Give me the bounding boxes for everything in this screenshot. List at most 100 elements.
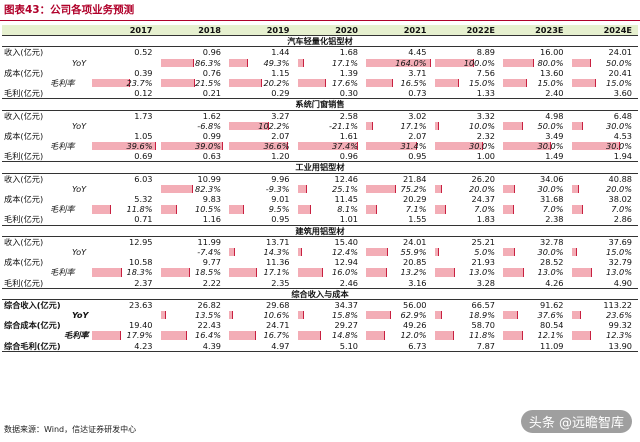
value-cell: 1.15 — [271, 67, 290, 78]
value-cell: 3.27 — [271, 110, 290, 121]
value-cell: 12.0% — [400, 330, 427, 341]
value-cell: 12.95 — [129, 236, 153, 247]
value-cell: 1.00 — [476, 151, 495, 162]
header-row: 2017 2018 2019 2020 2021 2022E 2023E 2024E — [2, 25, 638, 36]
value-cell: 29.27 — [334, 320, 358, 331]
value-cell: 3.16 — [408, 277, 427, 288]
value-cell: 1.01 — [339, 214, 358, 225]
value-cell: 1.20 — [271, 151, 290, 162]
row-label: 毛利(亿元) — [4, 277, 44, 288]
value-bar — [434, 58, 474, 67]
value-bar — [366, 121, 373, 131]
value-cell: 0.96 — [202, 47, 221, 58]
value-cell — [90, 58, 153, 68]
value-cell: 16.0% — [331, 267, 358, 278]
value-cell: 24.37 — [471, 194, 495, 204]
value-cell: 1.83 — [476, 214, 495, 225]
table-row: 毛利(亿元) 0.12 0.21 0.29 0.30 0.73 1.33 2.40 3.60 — [2, 88, 638, 98]
table-row: YoY 86.3% 49.3% 17.1% 164.0% 100.0% 80.0% 50.0% — [2, 58, 638, 68]
value-cell: 100.0% — [463, 57, 495, 68]
value-cell: 12.1% — [537, 330, 564, 341]
value-cell: -7.4% — [197, 246, 221, 257]
table-row: 综合毛利(亿元) 4.23 4.39 4.97 5.10 6.73 7.87 11.09 13.… — [2, 341, 638, 351]
value-cell: 21.84 — [403, 173, 427, 184]
value-cell: 13.90 — [608, 340, 632, 351]
value-cell: 0.73 — [408, 88, 427, 99]
year-header: 2024E — [603, 25, 632, 35]
value-cell: 14.3% — [263, 246, 290, 257]
row-label: YoY — [72, 120, 87, 131]
table-row: 毛利(亿元) 0.69 0.63 1.20 0.96 0.95 1.00 1.49 1.94 — [2, 151, 638, 161]
value-bar — [571, 58, 592, 67]
value-cell: 31.4% — [400, 141, 427, 152]
value-cell: 82.3% — [194, 183, 221, 194]
value-bar — [297, 184, 308, 194]
value-bar — [571, 205, 583, 214]
value-cell: 1.73 — [134, 110, 153, 121]
value-cell: 32.78 — [540, 236, 564, 247]
table-row: 毛利(亿元) 2.37 2.22 2.35 2.46 3.16 3.28 4.26 4.90 — [2, 278, 638, 288]
value-cell: 17.1% — [263, 267, 290, 278]
section-bottom-rule — [2, 224, 638, 226]
value-bar — [571, 184, 580, 194]
value-cell: 3.71 — [408, 67, 427, 78]
value-cell: 1.94 — [613, 151, 632, 162]
section-header: 工业用铝型材 — [2, 162, 638, 172]
table-row: 毛利(亿元) 0.71 1.16 0.95 1.01 1.55 1.83 2.38 2.86 — [2, 214, 638, 224]
value-cell: 7.0% — [542, 204, 564, 215]
value-bar — [160, 311, 166, 320]
value-bar — [571, 78, 596, 88]
value-cell: 13.5% — [194, 310, 221, 321]
value-bar — [92, 142, 156, 151]
value-cell: 55.9% — [400, 246, 427, 257]
value-cell: 30.0% — [537, 141, 564, 152]
value-cell: 91.62 — [540, 299, 564, 310]
value-bar — [503, 311, 518, 320]
value-cell: 2.37 — [134, 277, 153, 288]
value-bar — [571, 268, 593, 277]
value-cell: 7.87 — [476, 340, 495, 351]
row-label: 毛利(亿元) — [4, 151, 44, 162]
value-cell: 10.5% — [194, 204, 221, 215]
section-rule — [2, 46, 638, 48]
value-cell: 75.2% — [400, 183, 427, 194]
value-cell: 0.12 — [134, 88, 153, 99]
watermark: 头条 @远瞻智库 — [520, 410, 632, 433]
value-cell: 1.16 — [202, 214, 221, 225]
value-bar — [160, 268, 191, 277]
forecast-table: 2017 2018 2019 2020 2021 2022E 2023E 2024E 汽车轻量化… — [2, 25, 638, 352]
value-cell: 31.68 — [540, 194, 564, 204]
value-cell: 1.55 — [408, 214, 427, 225]
value-bar — [434, 142, 483, 151]
value-cell: 16.4% — [194, 330, 221, 341]
value-cell: 10.99 — [197, 173, 221, 184]
value-cell: 9.01 — [271, 194, 290, 204]
value-cell: 32.79 — [608, 257, 632, 268]
row-label: 毛利率 — [64, 330, 89, 341]
value-cell: 7.0% — [611, 204, 632, 215]
value-cell: 80.0% — [537, 57, 564, 68]
section-bottom-rule — [2, 350, 638, 352]
value-bar — [571, 311, 581, 320]
value-cell: 24.01 — [608, 47, 632, 58]
value-cell: 20.85 — [403, 257, 427, 268]
row-label: YoY — [72, 57, 87, 68]
value-cell: 10.0% — [468, 120, 495, 131]
value-bar — [503, 142, 552, 151]
value-cell: 2.07 — [271, 130, 290, 141]
value-cell: 15.0% — [468, 77, 495, 88]
value-bar — [503, 58, 535, 67]
year-header: 2019 — [266, 25, 290, 35]
value-bar — [366, 78, 393, 88]
row-label: 综合成本(亿元) — [4, 320, 61, 331]
value-cell: 9.96 — [271, 173, 290, 184]
value-cell: 26.20 — [471, 173, 495, 184]
value-cell: 2.22 — [202, 277, 221, 288]
value-cell: 2.46 — [339, 277, 358, 288]
value-cell: 58.70 — [471, 320, 495, 331]
table-row: 收入(亿元) 6.03 10.99 9.96 12.46 21.84 26.20 34.06 4… — [2, 174, 638, 184]
value-cell: 0.30 — [339, 88, 358, 99]
value-cell: 22.43 — [197, 320, 221, 331]
figure-title: 图表43：公司各项业务预测 — [4, 4, 135, 16]
value-cell: 164.0% — [395, 57, 427, 68]
